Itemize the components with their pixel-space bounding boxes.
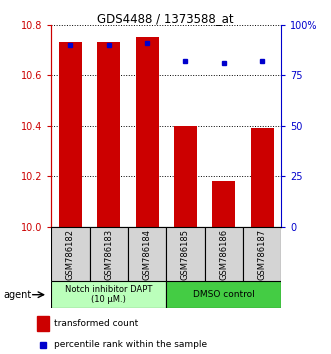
Text: agent: agent [3, 290, 31, 300]
Text: GSM786185: GSM786185 [181, 229, 190, 280]
Text: GSM786184: GSM786184 [143, 229, 152, 280]
Bar [136, 38, 159, 227]
Bar [166, 227, 205, 281]
Bar [51, 227, 90, 281]
Bar [243, 227, 281, 281]
Text: GSM786187: GSM786187 [258, 229, 267, 280]
Bar [251, 128, 274, 227]
Bar [90, 227, 128, 281]
Text: GSM786186: GSM786186 [219, 229, 228, 280]
Text: transformed count: transformed count [55, 319, 139, 328]
Bar [205, 227, 243, 281]
Text: Notch inhibitor DAPT
(10 μM.): Notch inhibitor DAPT (10 μM.) [65, 285, 153, 304]
Text: DMSO control: DMSO control [193, 290, 255, 299]
Bar [97, 42, 120, 227]
Text: GDS4488 / 1373588_at: GDS4488 / 1373588_at [97, 12, 234, 25]
Bar [166, 281, 281, 308]
Bar [59, 42, 82, 227]
Text: GSM786182: GSM786182 [66, 229, 75, 280]
Text: percentile rank within the sample: percentile rank within the sample [55, 340, 208, 349]
Bar [51, 281, 166, 308]
Bar [128, 227, 166, 281]
Text: GSM786183: GSM786183 [104, 229, 113, 280]
Bar [174, 126, 197, 227]
Bar [212, 181, 235, 227]
Bar [37, 316, 49, 331]
